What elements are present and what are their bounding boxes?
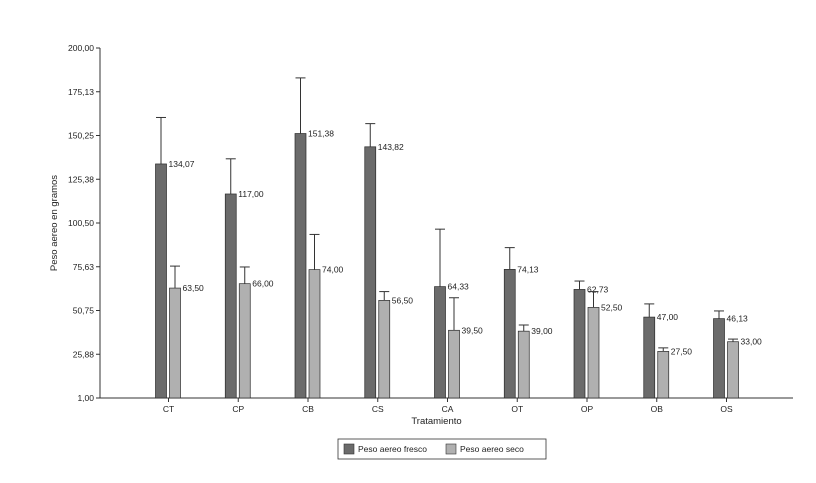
y-tick-label: 1,00 [77, 393, 94, 403]
data-label: 56,50 [392, 295, 414, 305]
data-label: 46,13 [727, 314, 749, 324]
x-tick-label: OS [720, 404, 733, 414]
bar-fresco [224, 193, 237, 399]
data-label: 47,00 [657, 312, 679, 322]
data-label: 39,00 [531, 326, 553, 336]
x-tick-label: CB [302, 404, 314, 414]
legend-swatch-fresco [343, 443, 355, 455]
data-label: 64,33 [448, 282, 470, 292]
bar-fresco [434, 286, 446, 399]
bar-fresco [643, 316, 656, 399]
bar-seco [448, 329, 460, 399]
legend: Peso aereo fresco Peso aereo seco [337, 438, 547, 460]
legend-label-seco: Peso aereo seco [460, 444, 524, 454]
data-label: 151,38 [308, 129, 334, 139]
data-label: 39,50 [462, 325, 484, 335]
data-label: 74,13 [517, 264, 539, 274]
bar-fresco [294, 133, 307, 399]
data-label: 62,73 [587, 284, 609, 294]
y-tick-label: 25,88 [73, 349, 95, 359]
x-tick-label: OP [581, 404, 594, 414]
legend-label-fresco: Peso aereo fresco [358, 444, 427, 454]
data-label: 66,00 [252, 279, 274, 289]
bar-seco [238, 283, 251, 399]
bar-fresco [155, 163, 167, 399]
bar-seco [657, 351, 670, 399]
bars: 134,07 63,50 117,00 66,00 151,38 74,00 143,82 5… [155, 77, 763, 399]
y-tick-label: 150,25 [68, 131, 94, 141]
y-tick-label: 75,63 [73, 262, 95, 272]
x-tick-label: CT [163, 404, 174, 414]
x-tick-label: OB [651, 404, 664, 414]
y-tick-label: 50,75 [73, 306, 95, 316]
x-tick-label: CP [232, 404, 244, 414]
data-label: 52,50 [601, 302, 623, 312]
bar-seco [517, 330, 530, 399]
x-tick-label: OT [511, 404, 523, 414]
data-label: 27,50 [671, 346, 693, 356]
y-tick-label: 200,00 [68, 43, 94, 53]
y-tick-label: 175,13 [68, 87, 94, 97]
bar-seco [727, 341, 739, 399]
bar-seco [587, 307, 600, 399]
bar-fresco [713, 318, 725, 399]
data-label: 74,00 [322, 265, 344, 275]
x-axis-title: Tratamiento [411, 416, 461, 427]
y-axis-title: Peso aereo en gramos [49, 175, 60, 271]
legend-box [337, 438, 547, 460]
bar-seco [378, 300, 391, 399]
bar-fresco [364, 146, 377, 399]
y-axis: 1,00 25,88 50,75 75,63 100,50 125,38 150,25 175… [68, 43, 101, 403]
data-label: 134,07 [169, 159, 195, 169]
x-tick-label: CA [442, 404, 454, 414]
x-tick-label: CS [372, 404, 384, 414]
bar-seco [169, 287, 181, 399]
y-tick-label: 125,38 [68, 174, 94, 184]
data-label: 33,00 [741, 337, 763, 347]
y-tick-label: 100,50 [68, 218, 94, 228]
data-label: 117,00 [238, 189, 264, 199]
legend-swatch-seco [445, 443, 457, 455]
x-axis: CT CP CB CS CA OT OP OB OS [100, 397, 793, 414]
bar-fresco [573, 289, 586, 399]
data-label: 143,82 [378, 142, 404, 152]
bar-fresco [503, 269, 516, 399]
bar-seco [308, 269, 321, 399]
data-label: 63,50 [183, 283, 205, 293]
